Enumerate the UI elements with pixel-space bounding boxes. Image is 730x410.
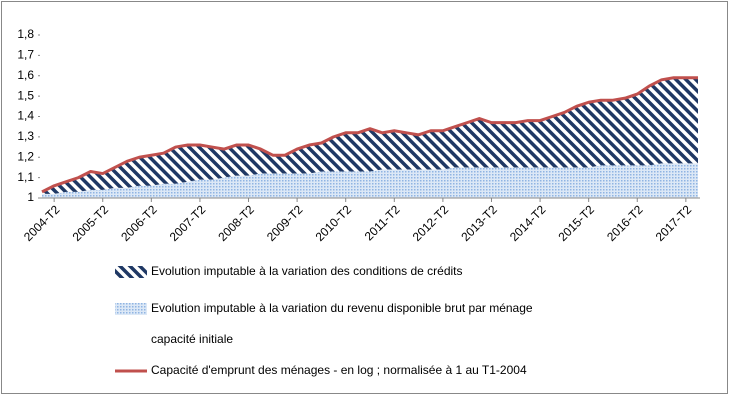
y-tick-label: 1,2	[17, 149, 34, 163]
y-tick-label: 1,8	[17, 27, 34, 41]
y-tick-label: 1	[27, 190, 34, 204]
legend-swatch	[115, 334, 147, 346]
area	[42, 163, 698, 198]
legend-label: Evolution imputable à la variation des c…	[151, 264, 463, 278]
y-tick-label: 1,5	[17, 88, 34, 102]
legend-swatch	[115, 266, 147, 278]
legend-label: capacité initiale	[151, 332, 233, 346]
legend-label: Evolution imputable à la variation du re…	[151, 301, 533, 315]
area	[42, 77, 698, 194]
y-tick-label: 1,6	[17, 68, 34, 82]
y-tick-label: 1,1	[17, 170, 34, 184]
legend-label: Capacité d'emprunt des ménages - en log …	[151, 363, 527, 377]
y-tick-label: 1,7	[17, 48, 34, 62]
line	[41, 76, 698, 194]
legend-swatch	[115, 303, 147, 315]
y-tick-label: 1,3	[17, 129, 34, 143]
y-tick-label: 1,4	[17, 109, 34, 123]
